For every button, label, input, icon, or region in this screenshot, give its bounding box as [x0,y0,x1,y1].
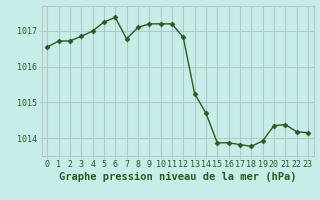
X-axis label: Graphe pression niveau de la mer (hPa): Graphe pression niveau de la mer (hPa) [59,172,296,182]
